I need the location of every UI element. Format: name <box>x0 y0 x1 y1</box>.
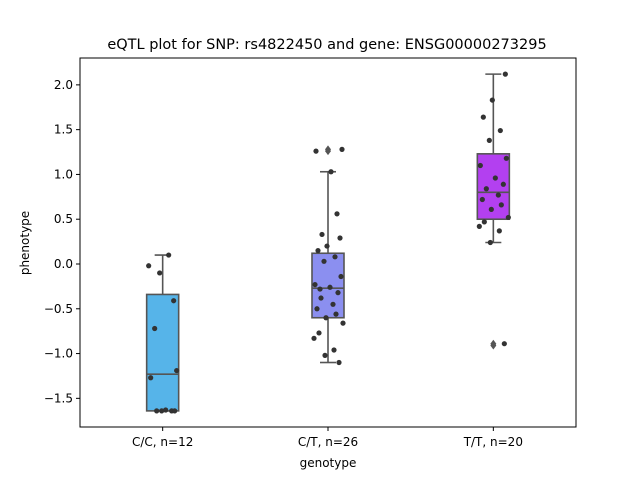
data-point <box>146 263 152 269</box>
data-point <box>335 290 341 296</box>
data-point <box>311 335 317 341</box>
data-point <box>483 186 489 192</box>
data-point <box>501 341 507 347</box>
data-point <box>154 408 160 414</box>
data-point <box>163 407 169 413</box>
data-point <box>500 181 506 187</box>
data-point <box>503 155 509 161</box>
box-group <box>476 71 511 350</box>
data-point <box>317 286 323 292</box>
data-point <box>479 196 485 203</box>
data-point <box>496 228 502 234</box>
data-point <box>322 352 328 358</box>
data-point <box>486 137 492 143</box>
data-point <box>328 169 334 175</box>
data-point <box>340 320 346 326</box>
data-point <box>476 223 482 229</box>
y-tick-label: 1.0 <box>54 167 73 181</box>
data-point <box>174 367 180 374</box>
data-point <box>312 281 318 288</box>
plot-area <box>145 71 511 414</box>
outlier-marker <box>325 145 331 154</box>
data-point <box>171 298 177 304</box>
data-point <box>495 192 501 198</box>
y-tick-label: 0.0 <box>54 257 73 271</box>
data-point <box>505 214 511 221</box>
data-point <box>331 347 337 353</box>
x-axis: C/C, n=12 C/T, n=26 T/T, n=20 <box>132 427 523 449</box>
outlier-marker <box>490 341 497 350</box>
x-tick-label: C/T, n=26 <box>298 435 358 449</box>
box-group <box>311 145 346 366</box>
data-point <box>338 273 344 280</box>
data-point <box>166 252 172 258</box>
data-point <box>152 325 158 332</box>
data-point <box>339 146 345 152</box>
y-tick-label: 2.0 <box>54 78 73 92</box>
data-point <box>157 270 163 276</box>
data-point <box>313 148 319 154</box>
data-point <box>321 258 327 264</box>
data-point <box>498 202 504 208</box>
chart-title: eQTL plot for SNP: rs4822450 and gene: E… <box>107 37 546 53</box>
y-tick-label: −1.0 <box>44 347 73 361</box>
y-tick-label: −1.5 <box>44 391 73 405</box>
box-iqr <box>145 293 180 412</box>
x-tick-label: T/T, n=20 <box>463 435 523 449</box>
data-point <box>315 247 321 254</box>
data-point <box>487 239 493 246</box>
data-point <box>316 330 322 336</box>
data-point <box>502 71 508 77</box>
data-point <box>480 114 486 120</box>
data-point <box>497 127 503 134</box>
y-tick-label: 0.5 <box>54 212 73 226</box>
box-group <box>145 252 180 414</box>
data-point <box>327 284 333 290</box>
data-point <box>333 311 339 317</box>
data-point <box>172 408 178 414</box>
data-point <box>477 162 483 169</box>
data-point <box>481 219 487 225</box>
data-point <box>324 243 330 249</box>
data-point <box>330 301 336 307</box>
x-axis-label: genotype <box>300 456 357 470</box>
data-point <box>334 211 340 217</box>
y-tick-label: 1.5 <box>54 123 73 137</box>
data-point <box>318 295 324 301</box>
y-tick-label: −0.5 <box>44 302 73 316</box>
data-point <box>148 375 154 381</box>
data-point <box>488 206 494 212</box>
data-point <box>159 408 165 414</box>
data-point <box>489 97 495 103</box>
data-point <box>492 175 498 181</box>
y-axis-label: phenotype <box>18 211 32 275</box>
data-point <box>323 315 329 321</box>
data-point <box>337 235 343 241</box>
data-point <box>336 359 342 366</box>
data-point <box>319 231 325 238</box>
data-point <box>332 254 338 260</box>
x-tick-label: C/C, n=12 <box>132 435 193 449</box>
data-point <box>314 306 320 312</box>
y-axis: −1.5 −1.0 −0.5 0.0 0.5 1.0 1.5 2.0 <box>44 78 80 405</box>
